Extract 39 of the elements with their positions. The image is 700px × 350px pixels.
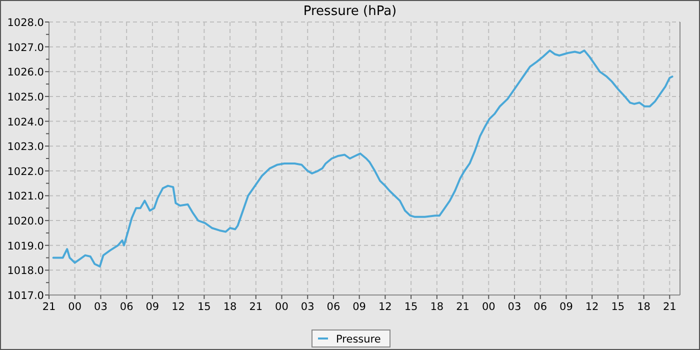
y-tick-label: 1027.0: [7, 42, 44, 54]
y-tick-label: 1024.0: [7, 116, 44, 128]
y-tick-label: 1023.0: [7, 141, 44, 154]
x-tick-label: 21: [456, 301, 470, 313]
y-tick-label: 1025.0: [7, 91, 44, 104]
chart-title: Pressure (hPa): [303, 4, 397, 19]
x-tick-label: 03: [300, 301, 314, 313]
y-tick-label: 1026.0: [7, 66, 44, 79]
y-tick-label: 1028.0: [7, 17, 44, 29]
y-tick-label: 1017.0: [7, 290, 44, 302]
x-tick-label: 09: [146, 301, 160, 313]
y-tick-label: 1018.0: [7, 265, 44, 278]
x-tick-label: 00: [275, 301, 288, 313]
x-tick-label: 15: [197, 301, 211, 313]
x-tick-label: 00: [68, 301, 82, 313]
x-tick-label: 06: [534, 301, 548, 313]
y-tick-label: 1021.0: [7, 190, 44, 203]
y-tick-label: 1019.0: [7, 240, 44, 252]
x-tick-label: 09: [560, 301, 573, 313]
x-tick-label: 03: [508, 301, 522, 313]
x-tick-label: 21: [249, 301, 263, 313]
x-tick-label: 06: [120, 301, 134, 313]
y-tick-label: 1022.0: [7, 166, 44, 178]
x-tick-label: 15: [404, 301, 418, 313]
x-tick-label: 18: [637, 301, 650, 313]
x-tick-label: 12: [585, 301, 599, 313]
legend-label: Pressure: [336, 334, 381, 346]
y-tick-label: 1020.0: [7, 216, 44, 228]
x-tick-label: 18: [430, 301, 444, 313]
x-tick-label: 12: [378, 301, 392, 313]
x-tick-label: 03: [94, 301, 108, 313]
x-tick-label: 00: [482, 301, 496, 313]
x-tick-label: 15: [611, 301, 625, 313]
x-tick-label: 09: [352, 301, 366, 313]
x-tick-label: 06: [326, 301, 340, 313]
x-tick-label: 12: [172, 301, 185, 313]
x-tick-label: 18: [223, 301, 237, 313]
x-tick-label: 21: [42, 301, 56, 313]
x-tick-label: 21: [662, 301, 676, 313]
